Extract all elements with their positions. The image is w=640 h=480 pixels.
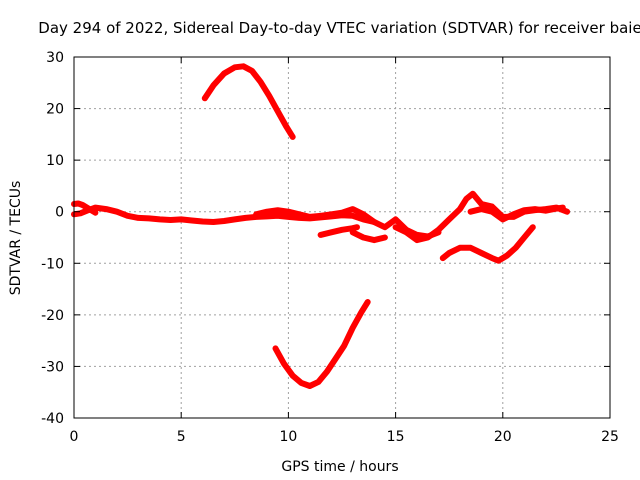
series-arc-late-low: [439, 224, 536, 264]
axis-ticks: 0 5 10 15 20 25 30 20 10 0 -10 -20 -30 -40: [41, 50, 619, 445]
y-tick-label: 20: [46, 102, 64, 118]
y-tick-label: 10: [46, 153, 64, 169]
chart-title: Day 294 of 2022, Sidereal Day-to-day VTE…: [38, 19, 640, 37]
y-tick-label: -30: [41, 359, 64, 375]
y-tick-label: 30: [46, 50, 64, 66]
x-tick-label: 25: [601, 429, 619, 445]
x-tick-label: 10: [279, 429, 297, 445]
series-arc-positive-peak: [201, 63, 296, 140]
y-tick-label: -20: [41, 308, 64, 324]
x-tick-label: 5: [177, 429, 186, 445]
x-tick-label: 0: [70, 429, 79, 445]
x-tick-label: 20: [494, 429, 512, 445]
y-axis-label: SDTVAR / TECUs: [8, 181, 24, 296]
x-axis-label: GPS time / hours: [281, 459, 398, 475]
series-arc-low-small: [317, 224, 360, 238]
series-arc-negative-trough: [272, 299, 371, 389]
y-tick-label: -10: [41, 256, 64, 272]
series-arc-start-high: [71, 200, 99, 216]
x-tick-label: 15: [387, 429, 405, 445]
y-tick-label: -40: [41, 411, 64, 427]
y-tick-label: 0: [55, 205, 64, 221]
data-series: [71, 63, 571, 389]
series-arc-late-flat: [467, 204, 566, 223]
series-arc-dip-14: [349, 229, 388, 244]
plot-frame: [73, 56, 611, 419]
grid: [74, 57, 610, 418]
